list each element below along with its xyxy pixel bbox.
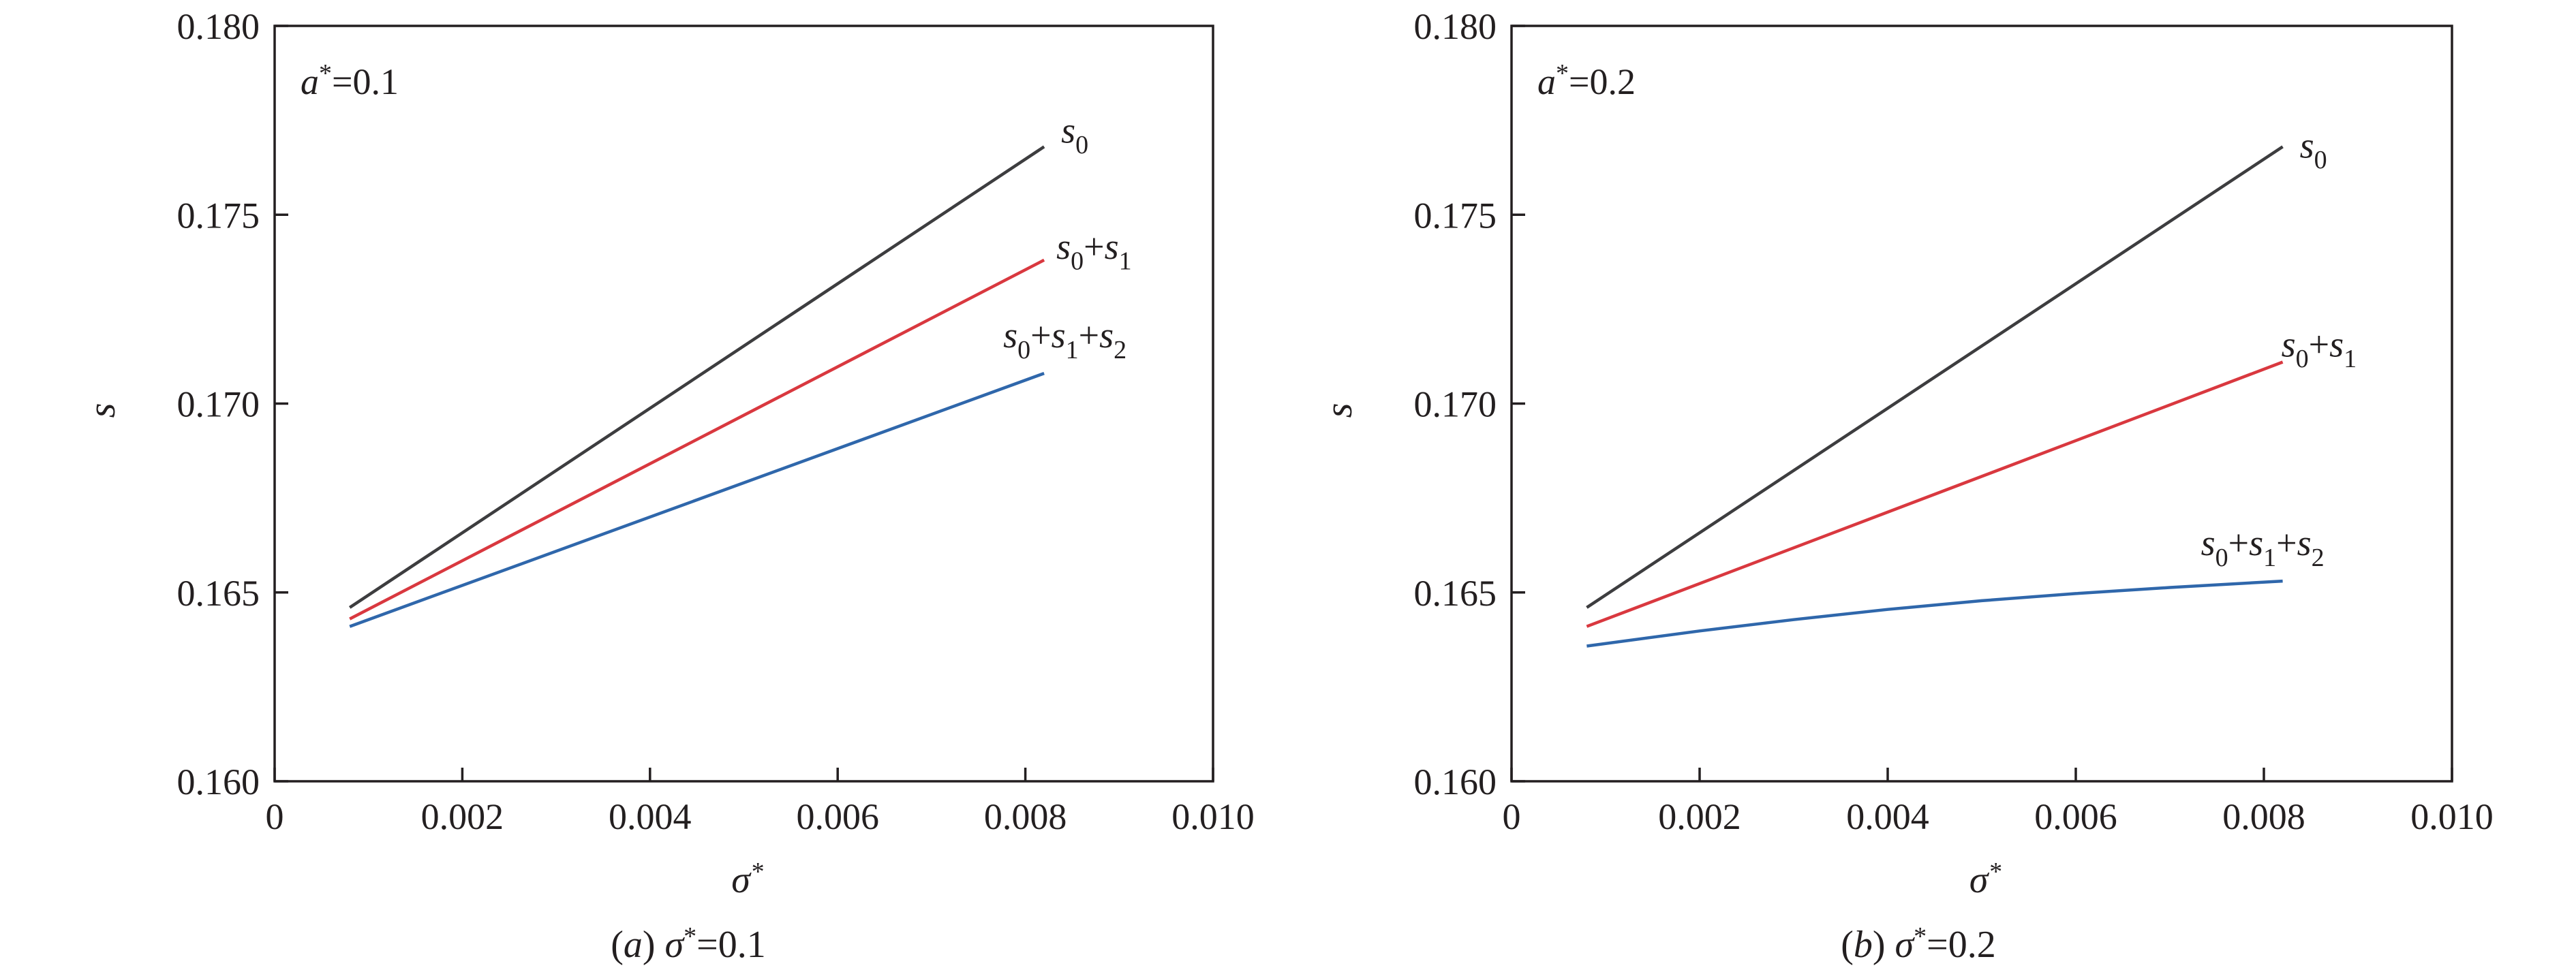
x-tick-label: 0: [1503, 796, 1521, 837]
y-tick-label: 0.170: [177, 384, 260, 425]
x-tick-label: 0.006: [2034, 796, 2117, 837]
panel-caption: (b) σ*​=0.2: [1841, 922, 1996, 966]
x-tick-label: 0.004: [609, 796, 692, 837]
series-label-s0-s1: s0​+s1​: [2282, 324, 2357, 374]
y-tick-label: 0.160: [177, 762, 260, 802]
x-tick-label: 0.010: [1171, 796, 1255, 837]
x-tick-label: 0.004: [1846, 796, 1929, 837]
series-label-s0: s0​: [2300, 125, 2327, 174]
x-tick-label: 0: [266, 796, 284, 837]
series-line-s0-s1-s2: [1586, 579, 2283, 648]
x-tick-label: 0.002: [421, 796, 504, 837]
y-axis-title: s: [81, 403, 123, 418]
parameter-annotation: a*​=0.2: [1537, 59, 1636, 102]
y-tick-label: 0.175: [1414, 195, 1497, 236]
chart-panel-b: 0 0.002 0.004 0.006 0.008 0.010 0.160 0.165 0.17…: [1318, 6, 2494, 966]
series-line-s0-s1-s2: [349, 371, 1045, 628]
series-line-s0-s1: [1586, 360, 2284, 628]
series-label-s0: s0​: [1061, 110, 1088, 159]
y-tick-label: 0.160: [1414, 762, 1497, 802]
x-axis-title: σ*​: [1969, 858, 2002, 901]
y-axis-title: s: [1318, 403, 1360, 418]
y-tick-label: 0.180: [1414, 6, 1497, 47]
y-tick-label: 0.180: [177, 6, 260, 47]
x-tick-label: 0.010: [2410, 796, 2494, 837]
y-tick-label: 0.165: [177, 573, 260, 614]
x-tick-label: 0.002: [1658, 796, 1741, 837]
series-label-s0-s1-s2: s0​+s1​+s2​: [1003, 315, 1126, 364]
x-tick-label: 0.006: [796, 796, 879, 837]
y-tick-label: 0.165: [1414, 573, 1497, 614]
series-line-s0-s1: [349, 258, 1045, 621]
x-axis-title: σ*​: [731, 858, 763, 901]
chart-panel-a: 0 0.002 0.004 0.006 0.008 0.010 0.160 0.165 0.17…: [81, 6, 1255, 966]
parameter-annotation: a*​=0.1: [301, 59, 399, 102]
panel-caption: (a) σ*​=0.1: [611, 922, 766, 966]
x-tick-label: 0.008: [2222, 796, 2305, 837]
y-tick-label: 0.170: [1414, 384, 1497, 425]
y-tick-label: 0.175: [177, 195, 260, 236]
x-tick-label: 0.008: [984, 796, 1067, 837]
series-label-s0-s1-s2: s0​+s1​+s2​: [2201, 522, 2325, 572]
series-line-s0: [348, 145, 1045, 609]
series-line-s0: [1586, 145, 2284, 609]
series-label-s0-s1: s0​+s1​: [1056, 226, 1132, 276]
